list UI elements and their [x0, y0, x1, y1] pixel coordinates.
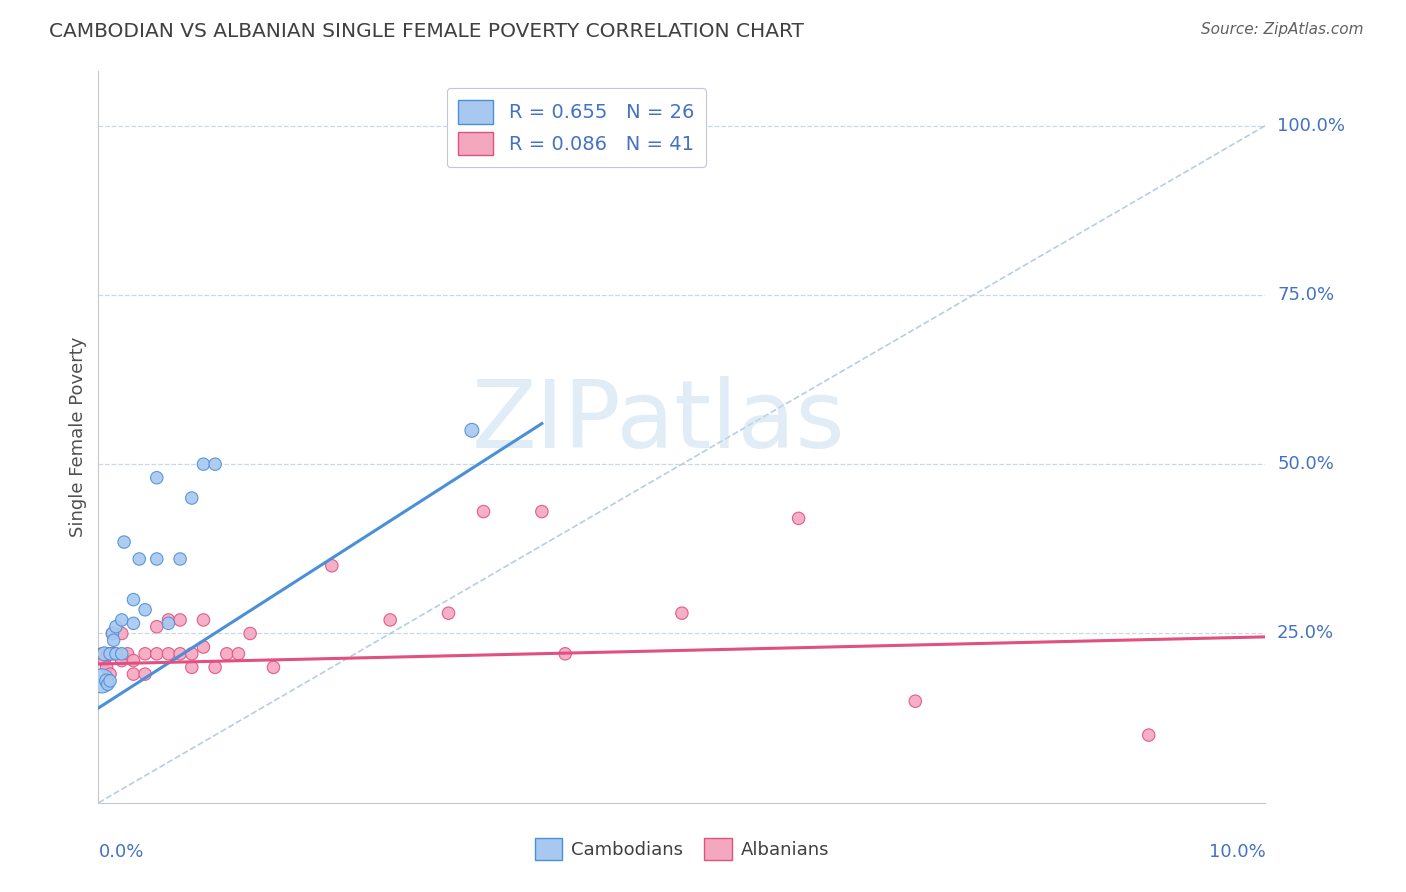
Point: [97, 677, 120, 691]
Point: [146, 552, 169, 566]
Point: [193, 613, 215, 627]
Text: Source: ZipAtlas.com: Source: ZipAtlas.com: [1201, 22, 1364, 37]
Point: [104, 620, 127, 634]
Text: 100.0%: 100.0%: [1277, 117, 1346, 135]
Point: [96, 673, 118, 688]
Point: [169, 552, 191, 566]
Point: [111, 654, 134, 668]
Point: [380, 613, 402, 627]
Point: [98, 673, 121, 688]
Point: [193, 457, 215, 471]
Point: [530, 505, 553, 519]
Point: [1137, 728, 1160, 742]
Point: [134, 667, 156, 681]
Point: [134, 647, 156, 661]
Point: [122, 616, 145, 631]
Point: [122, 667, 145, 681]
Point: [128, 552, 150, 566]
Point: [239, 626, 262, 640]
Text: CAMBODIAN VS ALBANIAN SINGLE FEMALE POVERTY CORRELATION CHART: CAMBODIAN VS ALBANIAN SINGLE FEMALE POVE…: [49, 22, 804, 41]
Point: [180, 647, 202, 661]
Point: [215, 647, 238, 661]
Point: [93, 654, 115, 668]
Point: [228, 647, 250, 661]
Point: [204, 660, 226, 674]
Point: [112, 535, 135, 549]
Text: 75.0%: 75.0%: [1277, 285, 1334, 304]
Point: [111, 613, 134, 627]
Point: [93, 647, 115, 661]
Point: [98, 667, 121, 681]
Point: [103, 633, 125, 648]
Point: [437, 606, 460, 620]
Point: [671, 606, 693, 620]
Point: [101, 626, 124, 640]
Point: [101, 626, 124, 640]
Point: [472, 505, 495, 519]
Point: [98, 647, 121, 661]
Point: [193, 640, 215, 654]
Text: 0.0%: 0.0%: [98, 843, 143, 861]
Point: [169, 647, 191, 661]
Point: [530, 132, 553, 146]
Point: [180, 660, 202, 674]
Point: [262, 660, 284, 674]
Text: ZIPatlas: ZIPatlas: [472, 376, 845, 468]
Point: [104, 647, 127, 661]
Point: [787, 511, 810, 525]
Point: [146, 620, 169, 634]
Point: [117, 647, 139, 661]
Point: [111, 626, 134, 640]
Text: 10.0%: 10.0%: [1209, 843, 1265, 861]
Point: [122, 654, 145, 668]
Point: [111, 647, 134, 661]
Point: [98, 647, 121, 661]
Point: [146, 471, 169, 485]
Point: [97, 647, 120, 661]
Point: [904, 694, 927, 708]
Point: [90, 647, 112, 661]
Point: [146, 647, 169, 661]
Text: 25.0%: 25.0%: [1277, 624, 1334, 642]
Point: [461, 423, 484, 437]
Point: [96, 660, 118, 674]
Point: [321, 558, 343, 573]
Point: [169, 613, 191, 627]
Point: [157, 616, 180, 631]
Legend: Cambodians, Albanians: Cambodians, Albanians: [527, 830, 837, 867]
Point: [180, 491, 202, 505]
Point: [157, 647, 180, 661]
Y-axis label: Single Female Poverty: Single Female Poverty: [69, 337, 87, 537]
Point: [90, 673, 112, 688]
Point: [157, 613, 180, 627]
Point: [134, 603, 156, 617]
Text: 50.0%: 50.0%: [1277, 455, 1334, 473]
Point: [122, 592, 145, 607]
Point: [204, 457, 226, 471]
Point: [554, 647, 576, 661]
Point: [104, 647, 127, 661]
Point: [103, 647, 125, 661]
